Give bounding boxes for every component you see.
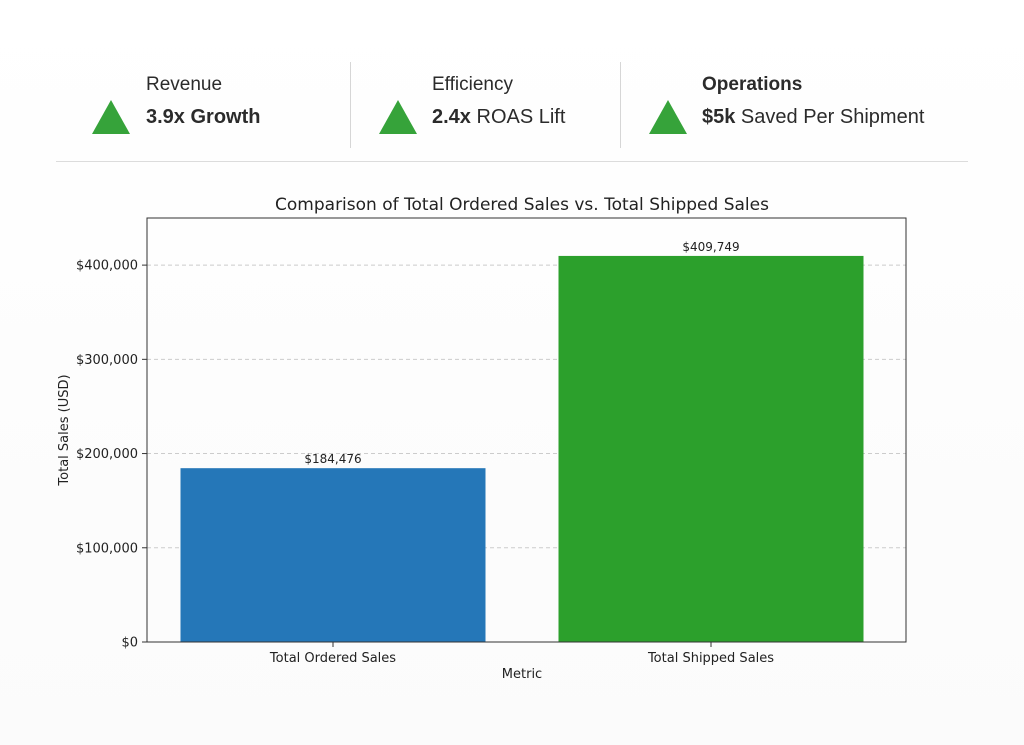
- up-triangle-icon: [379, 100, 417, 134]
- kpi-divider: [620, 62, 621, 148]
- x-tick-label: Total Ordered Sales: [269, 651, 396, 666]
- y-tick-label: $0: [121, 636, 138, 651]
- y-axis-ticks: $0 $100,000 $200,000 $300,000 $400,000: [76, 259, 147, 651]
- x-axis-ticks: Total Ordered Sales Total Shipped Sales: [269, 642, 774, 666]
- bar-total-ordered-sales: [180, 468, 486, 642]
- y-axis-label: Total Sales (USD): [57, 374, 72, 486]
- kpi-row: Revenue 3.9x Growth Efficiency 2.4x ROAS…: [56, 62, 968, 152]
- kpi-efficiency-label: Efficiency: [432, 74, 513, 95]
- up-triangle-icon: [649, 100, 687, 134]
- y-tick-label: $200,000: [76, 447, 138, 462]
- kpi-efficiency-value: 2.4x ROAS Lift: [432, 106, 566, 128]
- sales-bar-chart: Comparison of Total Ordered Sales vs. To…: [57, 195, 907, 682]
- kpi-operations-label: Operations: [702, 74, 803, 95]
- kpi-revenue-value: 3.9x Growth: [146, 106, 261, 128]
- bar-total-shipped-sales: [558, 255, 864, 642]
- kpi-divider: [350, 62, 351, 148]
- y-tick-label: $300,000: [76, 353, 138, 368]
- kpi-efficiency: Efficiency 2.4x ROAS Lift: [379, 62, 629, 152]
- section-divider: [56, 161, 968, 162]
- x-tick-label: Total Shipped Sales: [647, 651, 774, 666]
- bars: $184,476 $409,749: [180, 240, 864, 642]
- y-tick-label: $400,000: [76, 259, 138, 274]
- kpi-revenue-label: Revenue: [146, 74, 223, 95]
- y-tick-label: $100,000: [76, 541, 138, 556]
- bar-value-label: $184,476: [304, 452, 361, 466]
- kpi-revenue: Revenue 3.9x Growth: [92, 62, 342, 152]
- chart-title: Comparison of Total Ordered Sales vs. To…: [275, 195, 769, 215]
- kpi-operations-value: $5k Saved Per Shipment: [702, 106, 925, 128]
- kpi-operations: Operations $5k Saved Per Shipment: [649, 62, 959, 152]
- up-triangle-icon: [92, 100, 130, 134]
- x-axis-label: Metric: [502, 667, 542, 682]
- bar-value-label: $409,749: [682, 240, 739, 254]
- plot-frame: [146, 217, 907, 643]
